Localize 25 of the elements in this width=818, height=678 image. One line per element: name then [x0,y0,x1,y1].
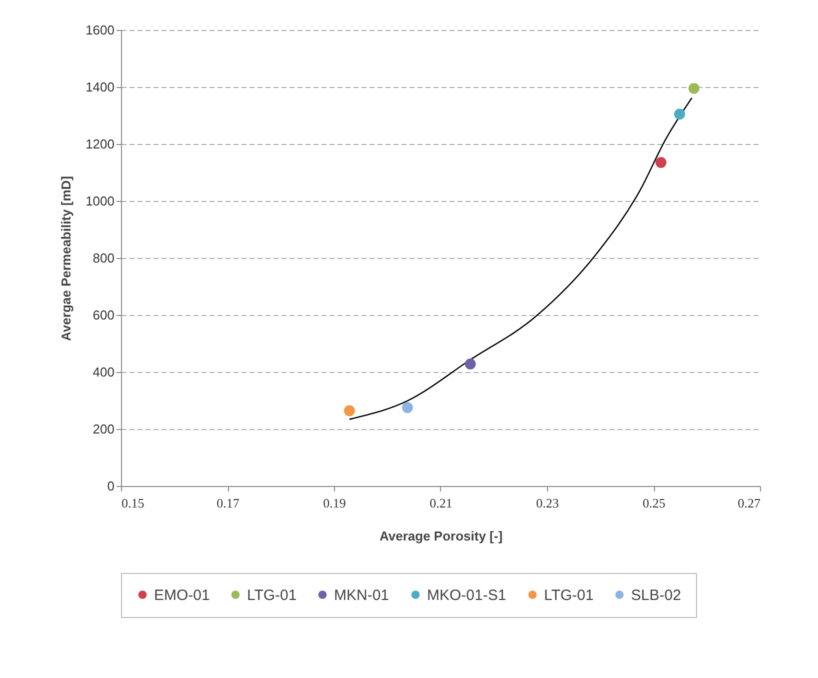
legend-label: EMO-01 [154,586,210,604]
x-tick-label: 0.17 [216,496,240,510]
y-tick-label: 400 [92,364,114,380]
legend-label: MKO-01-S1 [427,586,506,604]
y-tick-label: 1400 [86,80,114,94]
y-tick-label: 1600 [86,22,114,38]
legend-label: SLB-02 [631,586,682,604]
line-series [348,97,692,420]
y-tick-label: 1200 [86,136,114,152]
x-tick-label: 0.15 [122,496,144,510]
x-tick-label: 0.19 [323,496,346,510]
x-tick-label: 0.23 [536,496,559,510]
y-tick-label: 600 [92,308,114,322]
y-tick-label: 800 [92,250,114,266]
x-axis-title: Average Porosity [-] [379,528,503,544]
y-tick-label: 200 [92,422,114,436]
x-tick-label: 0.27 [738,496,761,510]
y-axis-title: Avergae Permeability [mD] [58,176,74,341]
legend-label: MKN-01 [334,586,390,604]
y-tick-label: 0 [107,478,114,494]
legend-label: LTG-01 [544,586,594,604]
x-tick-label: 0.21 [430,496,452,510]
x-tick-label: 0.25 [642,496,666,510]
y-tick-label: 1000 [86,194,114,208]
legend-label: LTG-01 [247,586,297,604]
